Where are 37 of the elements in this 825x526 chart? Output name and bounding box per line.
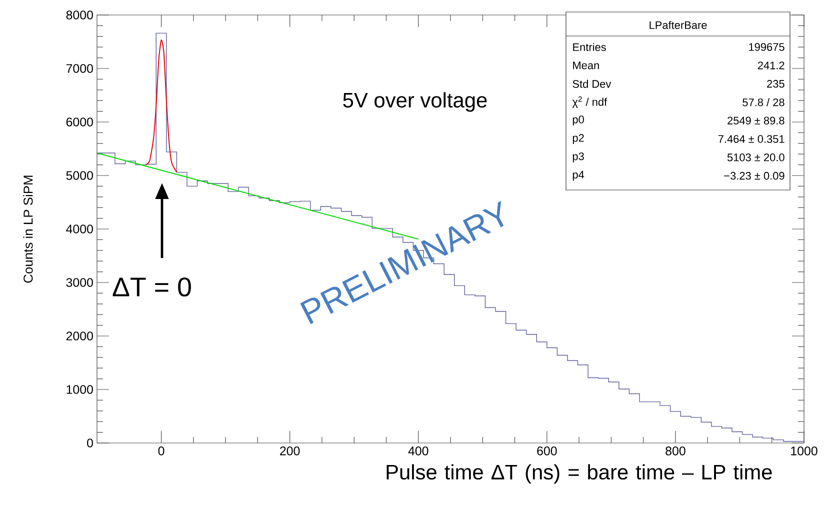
annotation: p4 xyxy=(572,170,584,181)
annotation: 235 xyxy=(767,80,784,88)
x-axis-title: Pulse time ΔT (ns) = bare time – LP time xyxy=(386,464,772,484)
annotation: p2 xyxy=(572,134,584,144)
x-tick-label: 200 xyxy=(280,446,300,456)
annotation: −3.23 ± 0.09 xyxy=(724,172,784,180)
annotation: 199675 xyxy=(749,43,784,51)
annotation: ΔT = 0 xyxy=(112,277,191,297)
annotation: LPafterBare xyxy=(650,20,707,30)
annotation: p0 xyxy=(572,116,584,126)
annotation: χ$^{2}$ / ndf xyxy=(572,96,608,108)
y-tick-label: 2000 xyxy=(66,332,93,340)
line-series xyxy=(145,40,178,173)
annotation: Mean xyxy=(573,62,599,70)
annotation: 241.2 xyxy=(758,62,784,70)
y-tick-label: 0 xyxy=(87,438,93,448)
x-tick-label: 0 xyxy=(158,446,164,456)
x-tick-label: 400 xyxy=(408,446,428,456)
x-tick-label: 800 xyxy=(666,446,686,456)
y-tick-label: 5000 xyxy=(66,171,93,180)
y-tick-label: 8000 xyxy=(66,10,93,20)
x-tick-label: 600 xyxy=(537,446,557,456)
annotation: 57.8 / 28 xyxy=(742,98,784,106)
annotation: 5V over voltage xyxy=(343,92,487,112)
annotation: Std Dev xyxy=(572,80,612,88)
x-tick-label: 1000 xyxy=(791,446,818,456)
y-tick-label: 3000 xyxy=(66,278,93,287)
annotation: 2549 ± 89.8 xyxy=(728,116,784,124)
y-tick-label: 7000 xyxy=(66,64,93,73)
y-axis-title: Counts in LP SiPM xyxy=(23,176,33,283)
y-tick-label: 6000 xyxy=(66,118,93,126)
annotation: p3 xyxy=(572,152,584,162)
annotation: 7.464 ± 0.351 xyxy=(718,135,784,143)
y-tick-label: 4000 xyxy=(66,224,93,234)
annotation: 5103 ± 20.0 xyxy=(727,154,784,162)
annotation: Entries xyxy=(573,42,606,52)
y-tick-label: 1000 xyxy=(66,385,93,394)
